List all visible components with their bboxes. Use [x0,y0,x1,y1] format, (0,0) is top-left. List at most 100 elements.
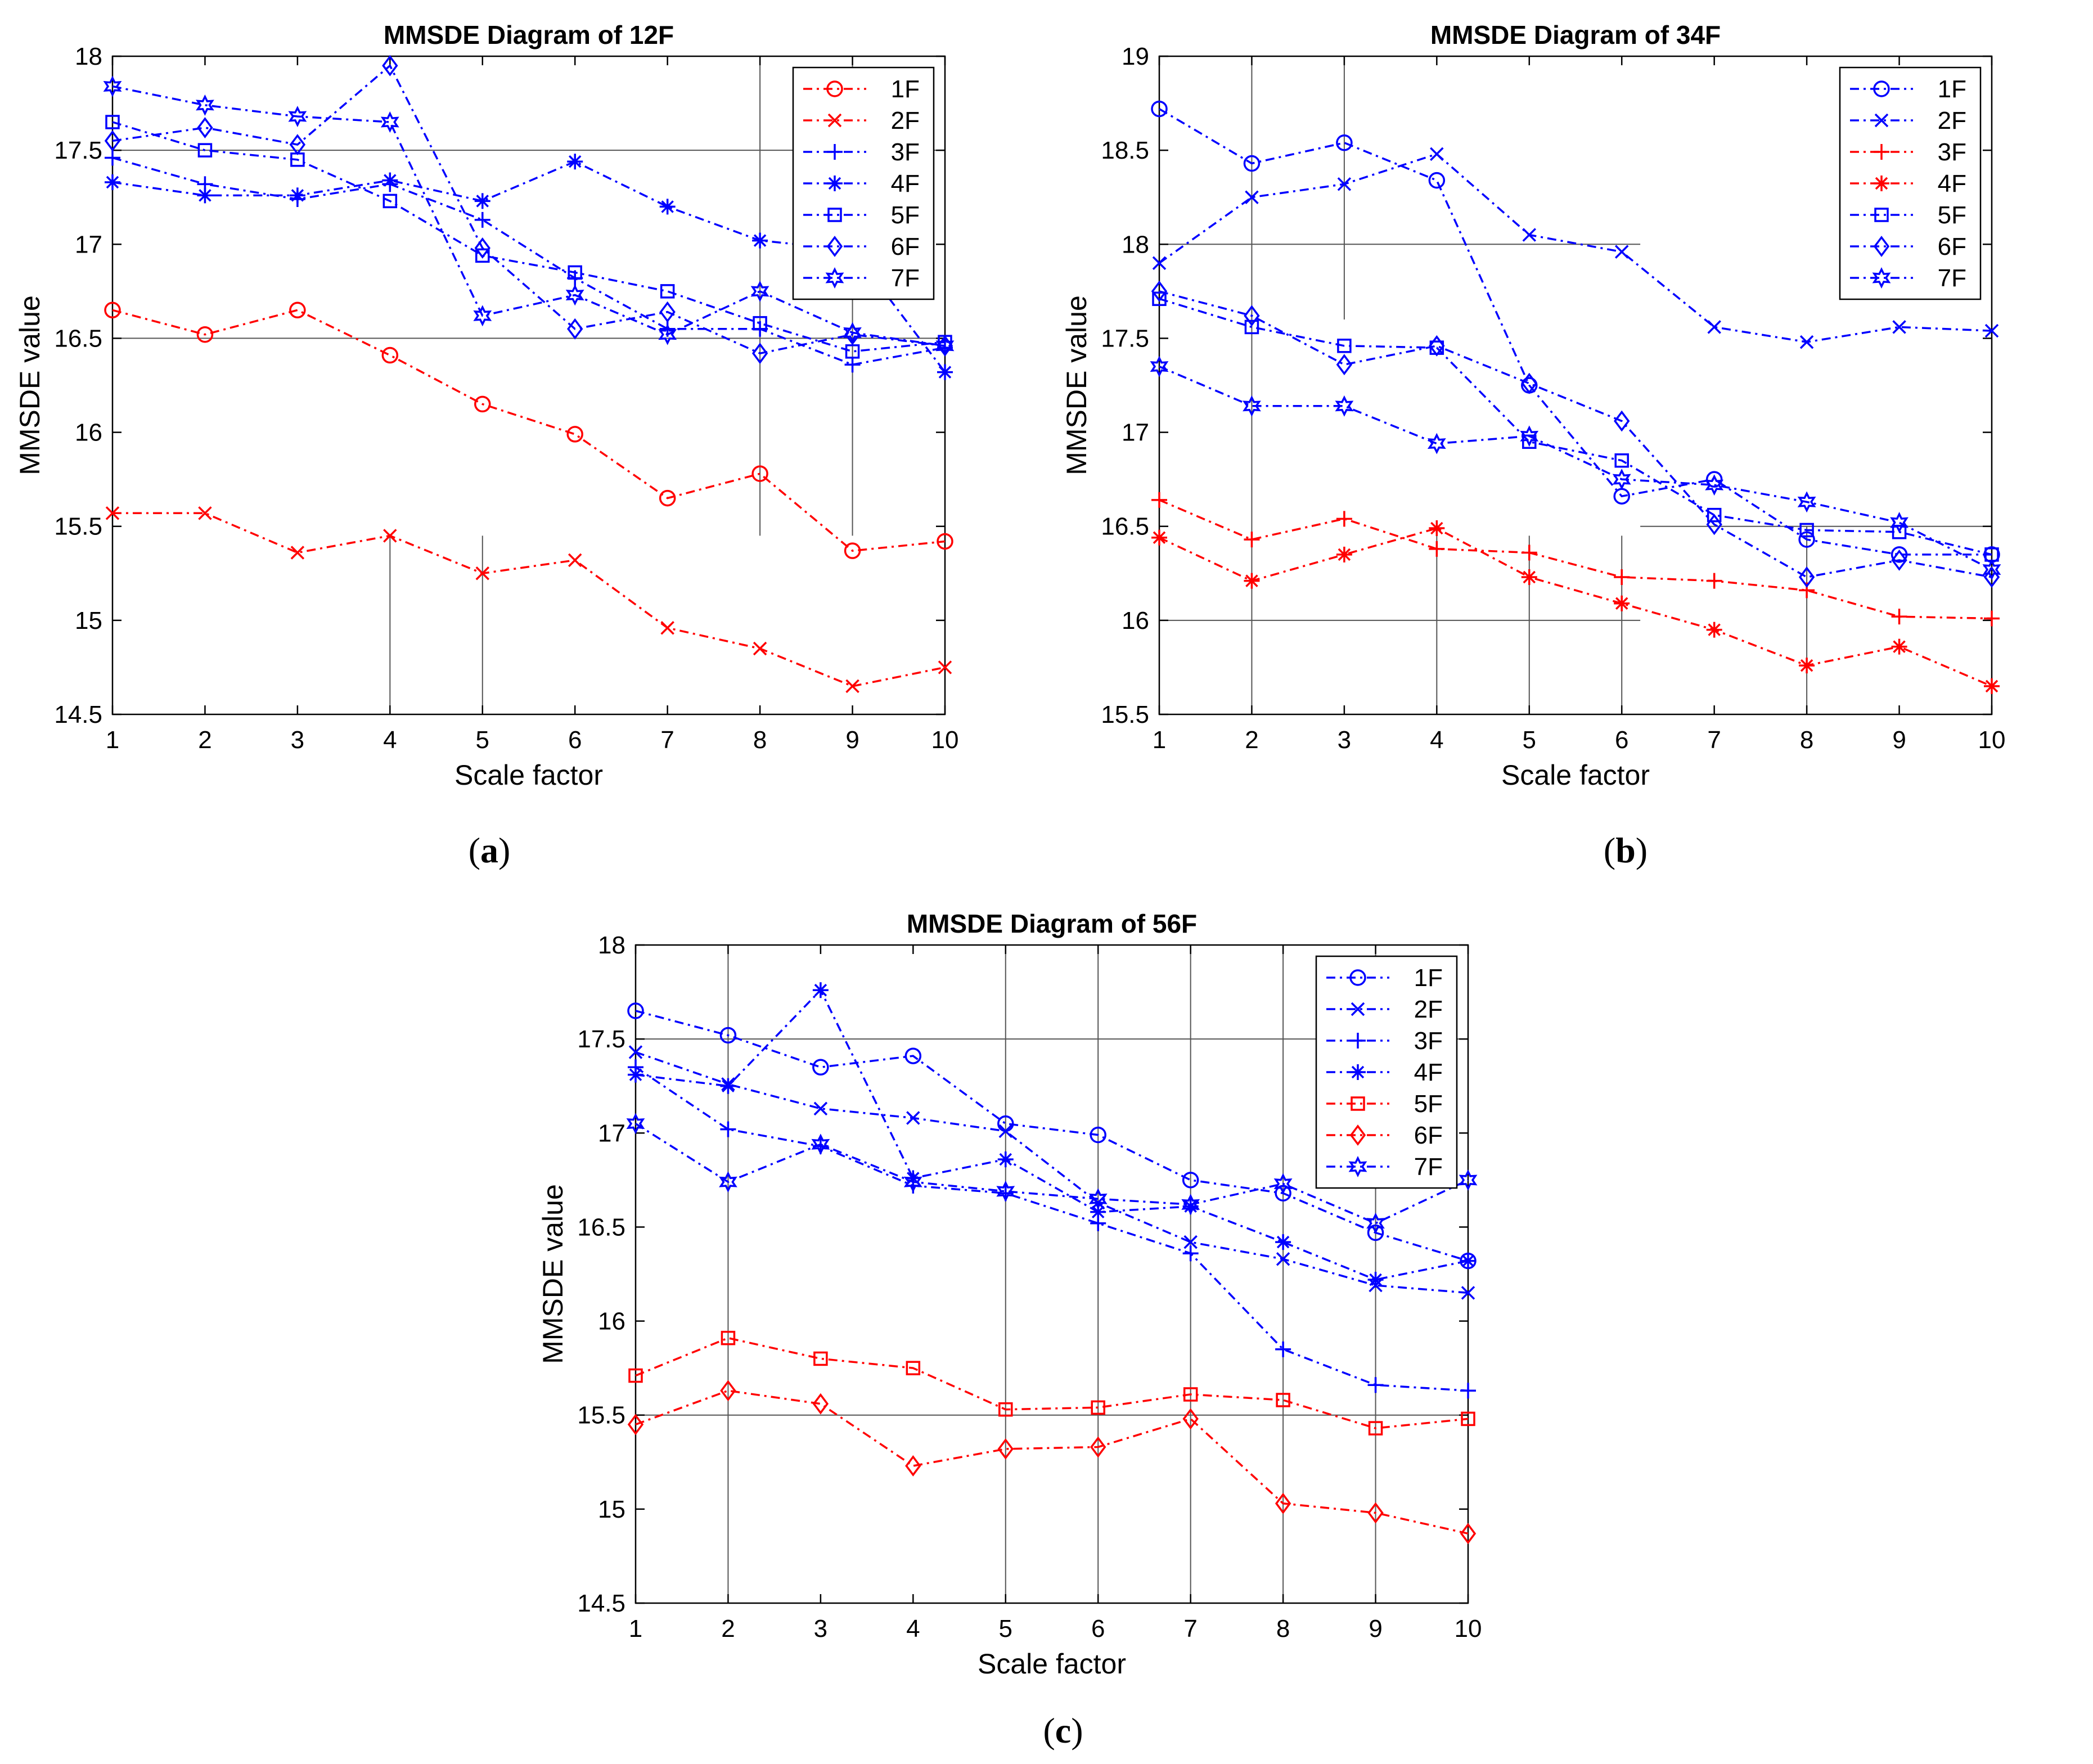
legend-label-2F: 2F [891,107,920,134]
data-point-5F [568,265,582,280]
x-axis-ticks: 1 2 3 4 5 6 7 8 9 10 [1153,56,2005,754]
data-point-6F [474,237,490,259]
data-point-5F [1244,320,1259,335]
data-point-7F [1890,512,1909,533]
data-point-7F [658,323,677,345]
data-point-5F [906,1361,921,1375]
series-7F [103,75,955,357]
legend: 1F 2F 3F 4F 5F 6F 7F [792,66,935,300]
data-point-4F [382,172,398,188]
data-point-6F [1614,410,1630,432]
legend-label-2F: 2F [1938,107,1966,134]
data-point-7F [1427,433,1446,454]
series-line-3F [635,1066,1469,1392]
data-point-7F [1982,559,2001,580]
data-point-4F [1275,1234,1291,1250]
data-point-6F [1151,280,1168,302]
data-point-2F [1430,147,1444,161]
data-point-7F [935,335,955,357]
data-point-6F [1336,354,1353,376]
legend-label-5F: 5F [1938,201,1966,229]
plot-area-border [634,944,1469,1604]
data-point-6F [1460,1523,1477,1545]
data-point-7F [288,106,307,127]
data-point-4F [937,364,953,380]
series-4F [1151,520,2000,694]
data-point-7F [380,111,399,133]
x-tick-label: 6 [1091,1615,1105,1642]
x-tick-label: 4 [1430,726,1443,754]
y-axis-ticks: 14.5 15 15.5 16 16.5 17 17.5 18 [577,932,1468,1617]
legend-label-3F: 3F [891,138,920,166]
y-tick-label: 17 [75,231,102,258]
data-point-1F [627,1002,644,1019]
data-point-5F [813,1351,828,1366]
data-point-1F [1151,100,1168,118]
data-point-1F [381,346,399,364]
caption-a: (a) [468,830,511,870]
legend-label-5F: 5F [1414,1090,1443,1118]
data-point-5F [197,143,213,158]
data-point-7F [103,75,122,97]
data-point-5F [1368,1421,1383,1436]
data-point-2F [1245,190,1259,204]
data-point-6F [197,117,213,138]
data-point-1F [751,465,768,482]
legend-box [1839,66,1982,300]
x-tick-label: 6 [568,726,582,754]
data-point-2F [290,546,305,560]
series-5F [628,1330,1475,1436]
data-point-3F [1614,569,1630,585]
x-tick-label: 1 [106,726,119,754]
x-tick-label: 9 [845,726,859,754]
x-tick-label: 10 [1455,1615,1482,1642]
series-line-6F [635,1389,1469,1535]
legend-marker [1874,144,1889,160]
data-point-3F [1151,492,1167,508]
data-point-1F [659,489,676,507]
series-line-4F [1159,527,1992,687]
data-point-4F [1614,595,1630,611]
data-point-2F [105,506,120,520]
data-point-4F [752,232,768,249]
y-tick-label: 17.5 [1101,325,1149,352]
data-point-1F [1705,471,1723,488]
series-7F [1150,356,2001,580]
y-axis-label: MMSDE value [14,295,46,475]
data-point-2F [1522,228,1537,242]
data-point-1F [1275,1185,1291,1202]
legend-box [792,66,935,300]
y-axis-label: MMSDE value [1061,295,1092,475]
series-2F [105,506,952,694]
series-line-6F [1159,290,1992,578]
legend-marker [1348,1156,1367,1177]
data-point-5F [1892,524,1907,539]
chart-title: MMSDE Diagram of 56F [907,909,1197,938]
data-point-6F [905,1455,921,1477]
data-point-2F [475,566,490,580]
data-point-6F [1706,514,1722,536]
data-point-4F [720,1078,736,1094]
x-tick-label: 7 [1707,726,1721,754]
x-tick-label: 2 [1245,726,1258,754]
data-point-6F [1798,566,1815,588]
x-tick-label: 4 [906,1615,920,1642]
legend-marker [1872,267,1891,289]
data-point-7F [473,305,492,327]
data-point-3F [1891,609,1907,625]
data-point-2F [383,529,397,543]
data-point-3F [1706,573,1722,589]
data-point-4F [289,187,305,204]
data-point-4F [1151,529,1167,546]
series-line-2F [1158,152,1992,343]
legend-marker [1351,1002,1365,1016]
data-point-6F [720,1380,736,1402]
data-point-3F [1460,1383,1476,1399]
data-point-4F [905,1170,921,1186]
series-line-7F [112,85,946,347]
data-point-3F [844,357,861,373]
series-line-3F [112,156,946,366]
data-point-2F [845,679,859,694]
data-point-4F [1429,520,1445,537]
data-point-2F [628,1045,643,1059]
